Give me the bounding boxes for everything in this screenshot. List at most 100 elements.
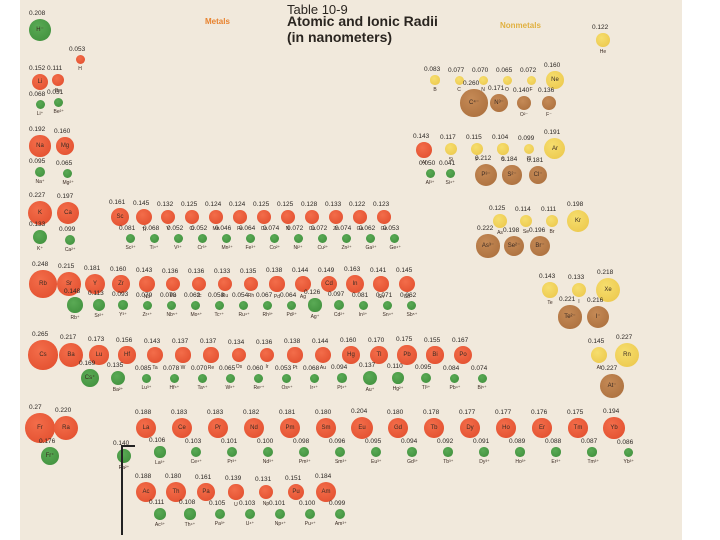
element-symbol: Mg²⁺ [62, 179, 74, 186]
radius-value: 0.181 [279, 409, 296, 417]
atom-circle: F [526, 75, 536, 93]
radius-value: 0.192 [29, 126, 46, 134]
element-symbol: Ac [142, 488, 150, 495]
ion-circle: Eu³⁺ [371, 447, 381, 465]
element-symbol: Ru [221, 293, 229, 300]
element-symbol: Cr [189, 225, 195, 232]
atom-circle: Ar [544, 138, 566, 160]
ion-circle: Gd³⁺ [407, 447, 418, 465]
radius-value: 0.099 [59, 225, 76, 233]
atom-circle: Kr [567, 210, 589, 232]
element-symbol: I [578, 299, 580, 306]
radius-value: 0.052 [191, 224, 208, 232]
element-symbol: Nb⁵⁺ [166, 311, 178, 318]
element-symbol: I⁻ [595, 313, 601, 320]
atom-circle: U [228, 484, 244, 508]
radius-value: 0.126 [304, 289, 321, 297]
element-symbol: Sm³⁺ [334, 459, 347, 465]
element-symbol: Zn [333, 226, 339, 233]
element-symbol: Te [547, 299, 553, 306]
radius-value: 0.160 [544, 62, 561, 70]
element-symbol: Ni²⁺ [293, 244, 303, 251]
atom-circle: Si [444, 142, 458, 163]
element-symbol: As [497, 229, 503, 236]
element-symbol: Fe³⁺ [245, 244, 256, 251]
element-symbol: Eu [358, 424, 366, 431]
radius-value: 0.181 [527, 156, 544, 164]
atom-circle: Rh [243, 276, 259, 299]
radius-value: 0.097 [328, 290, 345, 298]
atom-circle: Cl [523, 143, 535, 162]
element-symbol: Rh³⁺ [262, 311, 274, 318]
element-symbol: Tm³⁺ [587, 458, 599, 465]
atom-circle: Ce [171, 417, 193, 439]
radius-value: 0.221 [559, 296, 576, 304]
ion-circle: Re⁷⁺ [253, 373, 264, 391]
ion-circle: H⁻ [29, 19, 51, 41]
radius-value: 0.222 [477, 225, 494, 233]
ion-circle: Bi⁵⁺ [477, 373, 487, 391]
radius-value: 0.138 [266, 267, 283, 275]
atom-circle: Lu [89, 345, 109, 365]
radius-value: 0.100 [257, 437, 274, 445]
ion-circle: Rb⁺ [67, 297, 83, 321]
atom-circle: Np [258, 484, 274, 507]
radius-value: 0.133 [214, 267, 231, 275]
element-symbol: Re [207, 364, 215, 371]
element-symbol: Si [448, 157, 454, 164]
element-symbol: Hf [123, 351, 130, 358]
element-symbol: He [599, 48, 607, 55]
ion-circle: Mg²⁺ [62, 168, 74, 186]
element-symbol: Cs⁺ [84, 374, 96, 381]
element-symbol: Pd²⁺ [286, 311, 297, 318]
ion-circle: Mn²⁺ [221, 233, 233, 251]
atom-circle: Al [416, 142, 432, 166]
atom-circle: Tl [369, 345, 389, 365]
atom-circle: Mg [56, 137, 74, 155]
radius-value: 0.099 [329, 499, 346, 507]
element-symbol: Se²⁻ [507, 242, 521, 249]
radius-value: 0.092 [437, 438, 454, 446]
ion-circle: Am³⁺ [334, 508, 347, 527]
element-symbol: Ge⁴⁺ [389, 244, 401, 251]
element-symbol: H [78, 65, 82, 72]
radius-value: 0.094 [331, 364, 348, 372]
ion-circle: F⁻ [541, 95, 557, 118]
radius-value: 0.215 [58, 263, 75, 271]
atom-circle: Ba [59, 343, 83, 367]
ion-circle: Cd²⁺ [333, 299, 345, 318]
element-symbol: Ra [62, 424, 70, 431]
radius-value: 0.220 [55, 406, 72, 414]
element-symbol: F⁻ [546, 112, 552, 119]
radius-value: 0.065 [219, 364, 236, 372]
element-symbol: Ca²⁺ [64, 247, 76, 254]
radius-value: 0.065 [496, 66, 513, 74]
radius-value: 0.145 [396, 267, 413, 275]
element-symbol: Sb⁵⁺ [406, 311, 418, 318]
table-subtitle: (in nanometers) [287, 29, 393, 45]
ion-circle: Zn²⁺ [341, 233, 352, 251]
radius-value: 0.091 [473, 438, 490, 446]
element-symbol: Cd²⁺ [333, 312, 345, 319]
element-symbol: Mo⁶⁺ [190, 311, 203, 318]
atom-circle: Zn [328, 209, 344, 232]
element-symbol: B [433, 86, 437, 93]
radius-value: 0.098 [293, 437, 310, 445]
radius-value: 0.041 [439, 159, 456, 167]
element-symbol: As³⁻ [481, 242, 495, 249]
element-symbol: Tl [376, 351, 382, 358]
element-symbol: At⁻ [607, 382, 617, 389]
radius-value: 0.152 [29, 64, 46, 72]
atom-circle: K [27, 200, 53, 226]
radius-value: 0.160 [110, 266, 127, 274]
radius-value: 0.204 [351, 407, 368, 415]
atom-circle: Be [51, 73, 65, 94]
radius-value: 0.133 [568, 273, 585, 281]
radius-value: 0.110 [387, 363, 403, 371]
table-scan [20, 0, 682, 540]
radius-value: 0.103 [185, 437, 202, 445]
radius-value: 0.062 [359, 224, 376, 232]
atom-circle: Tm [568, 418, 588, 438]
ion-circle: Yb³⁺ [623, 447, 634, 465]
